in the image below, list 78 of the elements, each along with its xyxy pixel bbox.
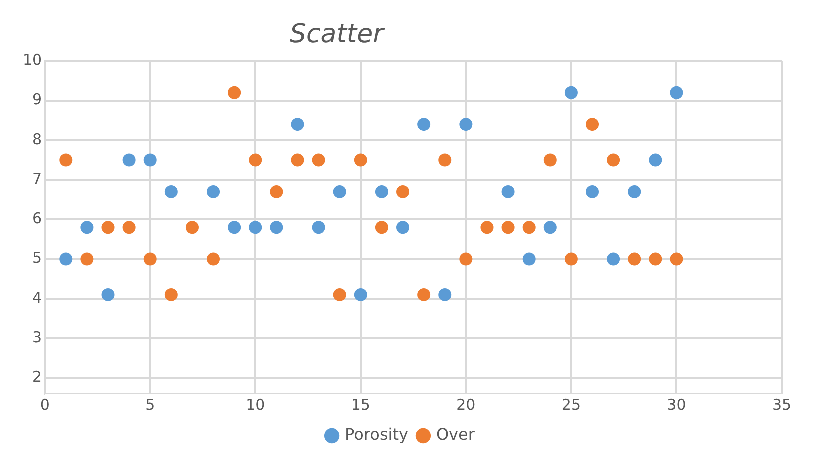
point <box>480 221 494 234</box>
point <box>122 154 136 167</box>
point <box>670 86 684 100</box>
point <box>396 185 410 198</box>
point <box>628 185 642 198</box>
point <box>607 154 620 167</box>
point <box>586 185 600 198</box>
point <box>102 288 115 302</box>
point <box>312 221 326 234</box>
point <box>564 86 578 100</box>
point <box>649 154 662 167</box>
point <box>102 221 115 234</box>
point <box>396 221 410 234</box>
x-tick-label: 35 <box>772 396 792 414</box>
point <box>502 221 515 234</box>
point <box>60 154 73 167</box>
point <box>544 221 557 234</box>
chart-title: Scatter <box>290 19 386 50</box>
y-tick-label: 10 <box>22 51 42 70</box>
y-tick-label: 3 <box>32 328 42 346</box>
x-tick-label: 30 <box>667 396 686 414</box>
y-tick-label: 5 <box>32 249 42 268</box>
point <box>670 252 684 266</box>
point <box>375 185 388 198</box>
point <box>249 221 262 234</box>
y-tick-label: 4 <box>32 288 42 307</box>
point <box>207 185 220 198</box>
point <box>270 221 284 234</box>
point <box>522 252 536 266</box>
point <box>564 252 578 266</box>
point <box>291 118 304 132</box>
point <box>628 252 642 266</box>
y-tick-label: 7 <box>32 170 42 188</box>
point <box>333 288 346 302</box>
point <box>502 185 515 198</box>
y-tick-label: 2 <box>32 368 42 386</box>
point <box>522 221 536 234</box>
point <box>249 154 262 167</box>
x-tick-label: 0 <box>40 396 50 414</box>
point <box>586 118 600 132</box>
point <box>164 288 178 302</box>
y-tick-label: 9 <box>32 90 42 109</box>
x-tick-label: 5 <box>146 396 156 414</box>
point <box>375 221 388 234</box>
point <box>438 154 452 167</box>
point <box>207 252 220 266</box>
point <box>228 86 242 100</box>
point <box>607 252 620 266</box>
point <box>270 185 284 198</box>
point <box>354 154 368 167</box>
x-tick-label: 15 <box>351 396 370 414</box>
point <box>60 252 73 266</box>
point <box>460 118 473 132</box>
point <box>438 288 452 302</box>
point <box>186 221 199 234</box>
legend-label: Porosity <box>345 425 408 444</box>
point <box>80 221 94 234</box>
y-tick-label: 6 <box>32 210 42 228</box>
legend-label: Over <box>436 425 476 444</box>
x-tick-label: 10 <box>246 396 266 414</box>
point <box>418 118 431 132</box>
point <box>291 154 304 167</box>
point <box>333 185 346 198</box>
point <box>144 252 157 266</box>
point <box>80 252 94 266</box>
point <box>460 252 473 266</box>
point <box>354 288 368 302</box>
point <box>544 154 557 167</box>
y-tick-label: 8 <box>32 130 42 148</box>
point <box>312 154 326 167</box>
point <box>164 185 178 198</box>
point <box>144 154 157 167</box>
x-tick-label: 25 <box>562 396 581 414</box>
point <box>122 221 136 234</box>
x-tick-label: 20 <box>456 396 476 414</box>
point <box>649 252 662 266</box>
point <box>228 221 242 234</box>
point <box>418 288 431 302</box>
